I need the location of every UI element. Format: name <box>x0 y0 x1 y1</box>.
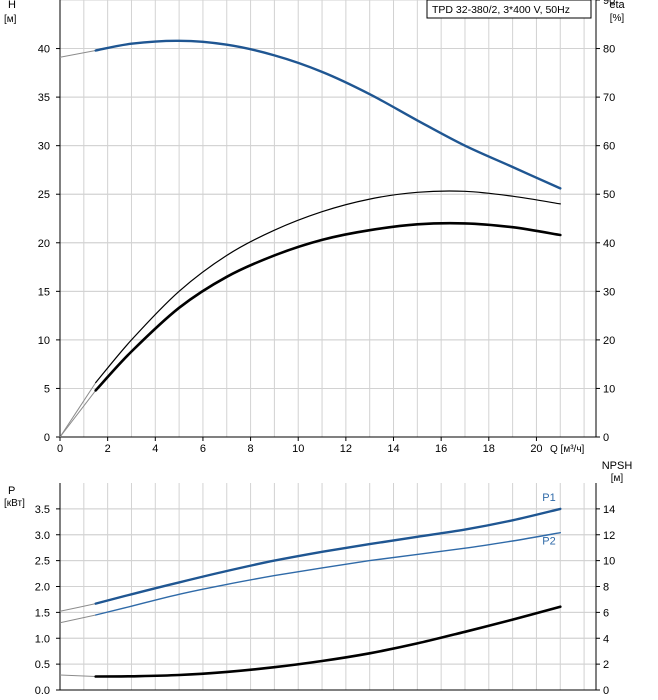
panel1-x-tick-label: 0 <box>57 443 63 455</box>
panel1-y2-axis-title: eta <box>609 0 625 11</box>
panel1-series-2-line <box>95 190 561 384</box>
panel2-series-2-extrapolation <box>59 614 96 624</box>
panel2-y2-tick-label: 14 <box>603 504 615 516</box>
panel2-y-axis-unit: [кВт] <box>4 498 25 509</box>
panel2-y-tick-label: 0.0 <box>35 685 50 697</box>
panel1-x-tick-label: 8 <box>248 443 254 455</box>
panel1-x-tick-label: 12 <box>340 443 352 455</box>
panel2-series-label-p1: P1 <box>542 492 555 504</box>
panel1-y-tick-label: 10 <box>38 335 50 347</box>
panel1-y2-tick-label: 50 <box>603 189 615 201</box>
panel2-series-2-line <box>95 532 561 616</box>
panel2-series-1-extrapolation <box>59 603 96 612</box>
chart-title: TPD 32-380/2, 3*400 V, 50Hz <box>432 4 570 16</box>
panel1-y2-tick-label: 0 <box>603 432 609 444</box>
panel2-y2-tick-label: 6 <box>603 607 609 619</box>
panel2-y2-tick-label: 8 <box>603 582 609 594</box>
panel2-y2-tick-label: 2 <box>603 659 609 671</box>
panel1-y-tick-label: 15 <box>38 286 50 298</box>
panel1-series-1-extrapolation <box>59 50 96 58</box>
panel1-y-tick-label: 0 <box>44 432 50 444</box>
panel1-x-tick-label: 4 <box>152 443 158 455</box>
panel1-y2-tick-label: 10 <box>603 383 615 395</box>
panel1-x-tick-label: 20 <box>530 443 542 455</box>
panel1-x-tick-label: 10 <box>292 443 304 455</box>
panel2-y-tick-label: 1.5 <box>35 607 50 619</box>
panel2-y-tick-label: 3.5 <box>35 504 50 516</box>
panel2-y-tick-label: 3.0 <box>35 530 50 542</box>
panel1-y-tick-label: 20 <box>38 238 50 250</box>
panel2-y2-tick-label: 0 <box>603 685 609 697</box>
panel2-y-tick-label: 2.5 <box>35 556 50 568</box>
panel1-y-axis-unit: [м] <box>4 14 17 25</box>
panel1-y-tick-label: 35 <box>38 92 50 104</box>
panel1-y2-tick-label: 60 <box>603 141 615 153</box>
panel1-y-tick-label: 25 <box>38 189 50 201</box>
panel2-series-1-line <box>94 507 562 605</box>
panel1-x-tick-label: 2 <box>105 443 111 455</box>
panel2-series-3-line <box>94 605 562 678</box>
panel1-series-2-extrapolation <box>59 382 97 438</box>
panel1-y-tick-label: 40 <box>38 44 50 56</box>
panel2-y-tick-label: 2.0 <box>35 582 50 594</box>
panel1-y2-axis-unit: [%] <box>610 13 625 24</box>
panel1-y2-tick-label: 20 <box>603 335 615 347</box>
panel2-y-tick-label: 0.5 <box>35 659 50 671</box>
panel1-y-tick-label: 30 <box>38 141 50 153</box>
panel2-y-tick-label: 1.0 <box>35 633 50 645</box>
panel2-y-axis-title: P <box>8 485 15 497</box>
panel1-y2-tick-label: 40 <box>603 238 615 250</box>
panel2-y2-axis-title: NPSH <box>602 460 633 472</box>
panel1-y-axis-title: H <box>8 0 16 11</box>
panel1-x-tick-label: 14 <box>387 443 399 455</box>
panel2-y2-tick-label: 12 <box>603 530 615 542</box>
panel1-x-tick-label: 18 <box>483 443 495 455</box>
panel1-y2-tick-label: 70 <box>603 92 615 104</box>
panel2-y2-tick-label: 10 <box>603 556 615 568</box>
panel1-x-axis-title: Q [м³/ч] <box>550 444 585 455</box>
panel1-x-tick-label: 16 <box>435 443 447 455</box>
panel2-series-3-extrapolation <box>59 674 96 677</box>
panel2-y2-tick-label: 4 <box>603 633 609 645</box>
panel1-series-3-extrapolation <box>59 390 97 438</box>
panel1-y2-tick-label: 30 <box>603 286 615 298</box>
panel1-series-3-line <box>94 221 562 392</box>
panel2-y2-axis-unit: [м] <box>611 473 624 484</box>
panel1-series-1-line <box>94 39 562 190</box>
panel1-y2-tick-label: 90 <box>603 0 615 7</box>
panel1-x-tick-label: 6 <box>200 443 206 455</box>
panel2-series-label-p2: P2 <box>542 536 555 548</box>
chart-title-box <box>426 0 592 19</box>
panel1-y-tick-label: 5 <box>44 383 50 395</box>
panel1-y2-tick-label: 80 <box>603 44 615 56</box>
